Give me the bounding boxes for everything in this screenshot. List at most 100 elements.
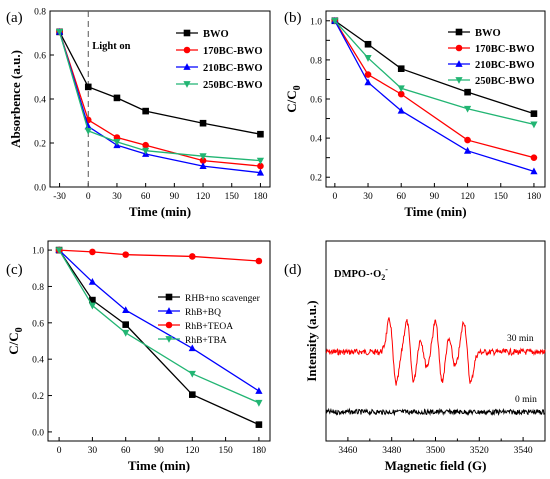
panel-label: (d) (284, 262, 302, 278)
data-point (364, 78, 372, 86)
x-tick-label: 150 (494, 192, 509, 202)
y-tick-label: 0.8 (32, 283, 44, 293)
x-tick-label: 3500 (426, 446, 445, 456)
data-point (142, 141, 149, 149)
data-point (364, 40, 372, 48)
data-point (199, 162, 207, 169)
data-point (142, 107, 149, 115)
x-tick-label: 120 (185, 446, 200, 456)
panel-a: (a) -30 0 30 60 90 120 150 180 0.0 0.2 0.4 0.6 0.8 Tim… (6, 8, 271, 219)
legend-label: RhB+TBA (185, 336, 227, 346)
x-tick-label: 30 (363, 192, 373, 202)
y-axis-label-main: Absorbence (a.u.) (8, 50, 23, 148)
x-tick-label: 3480 (382, 446, 401, 456)
x-axis-label: Time (min) (129, 204, 191, 219)
x-tick-label: 90 (170, 192, 180, 202)
data-point (464, 136, 471, 144)
y-axis-label: C/C0 (284, 85, 303, 112)
data-point (113, 94, 121, 102)
data-point (397, 90, 405, 98)
series-rhb-teoa (55, 246, 263, 265)
data-point (364, 71, 372, 78)
legend-marker (165, 307, 173, 314)
legend-marker (183, 81, 191, 88)
panel-c: (c) 0 30 60 90 120 150 180 0.0 0.2 0.4 0.6 0.8 1.0 Tim… (6, 240, 271, 473)
legend-marker (455, 60, 463, 67)
y-tick-label: 0.4 (34, 96, 46, 106)
data-point (530, 154, 538, 161)
data-point (530, 110, 538, 117)
legend: BWO 170BC-BWO 210BC-BWO 250BC-BWO (448, 28, 535, 87)
data-point (257, 162, 264, 170)
data-point (122, 321, 129, 328)
x-tick-label: 0 (86, 192, 91, 202)
y-axis-label-subscript: 0 (14, 327, 25, 332)
y-tick-label: 0.6 (310, 96, 322, 106)
x-tick-label: 150 (218, 446, 233, 456)
y-tick-label: 0.2 (32, 392, 44, 402)
x-axis-label: Time (min) (404, 204, 466, 219)
series-line (58, 31, 261, 162)
y-tick-label: 0.2 (34, 140, 46, 150)
series-170bc-bwo (331, 17, 538, 161)
legend-label: RhB+BQ (185, 308, 221, 318)
y-tick-label: 0.4 (32, 356, 44, 366)
spin-trap-label: DMPO-·O2- (334, 265, 388, 282)
y-tick-label: 1.0 (32, 247, 44, 257)
x-tick-label: 3540 (514, 446, 533, 456)
series-line (58, 249, 260, 392)
legend-marker (183, 63, 191, 70)
y-tick-label: 0.8 (310, 56, 322, 66)
y-axis-label: C/C0 (6, 327, 25, 354)
y-tick-label: 0.6 (32, 319, 44, 329)
data-point (88, 278, 96, 285)
legend-label: RhB+TEOA (185, 322, 233, 332)
y-tick-label: 1.0 (310, 17, 322, 27)
legend-marker (165, 321, 173, 329)
legend-label: 210BC-BWO (475, 60, 535, 71)
legend-label: RHB+no scavenger (185, 294, 261, 304)
data-point (364, 55, 372, 62)
x-tick-label: 60 (121, 446, 131, 456)
x-tick-label: 90 (430, 192, 440, 202)
y-tick-label: 0.4 (310, 135, 322, 145)
data-point (84, 128, 92, 135)
data-point (199, 153, 207, 161)
x-tick-label: 150 (225, 192, 240, 202)
data-point (199, 119, 207, 127)
series-line (58, 31, 261, 167)
x-tick-label: 180 (253, 192, 268, 202)
x-tick-label: 3460 (338, 446, 357, 456)
x-tick-label: 30 (112, 192, 122, 202)
x-tick-label: 3520 (470, 446, 489, 456)
data-point (255, 257, 263, 265)
data-point (122, 329, 130, 337)
legend-marker (455, 77, 463, 84)
data-point (55, 29, 64, 36)
epr-trace-30min (325, 317, 546, 386)
data-point (122, 306, 130, 313)
data-point (89, 248, 96, 256)
y-tick-label: 0.0 (34, 184, 46, 194)
data-point (189, 253, 196, 260)
legend-label: 250BC-BWO (203, 80, 263, 91)
light-on-label: Light on (92, 41, 130, 52)
panel-label: (b) (284, 10, 302, 26)
legend: BWO 170BC-BWO 210BC-BWO 250BC-BWO (176, 29, 263, 91)
legend-label: 170BC-BWO (203, 46, 263, 57)
legend-label: 250BC-BWO (475, 76, 535, 87)
series-line (58, 31, 261, 174)
data-point (256, 168, 265, 176)
legend-marker (183, 29, 191, 37)
data-point (84, 122, 92, 130)
data-point (255, 387, 263, 394)
x-tick-label: 60 (141, 192, 151, 202)
data-point (530, 121, 538, 129)
data-point (122, 251, 129, 258)
series-line (58, 31, 261, 135)
panel-d: (d) 3460 3480 3500 3520 3540 Magnetic field (G… (284, 240, 546, 473)
y-axis-label: Absorbence (a.u.) (8, 50, 23, 148)
trace-label-30min: 30 min (507, 334, 534, 344)
